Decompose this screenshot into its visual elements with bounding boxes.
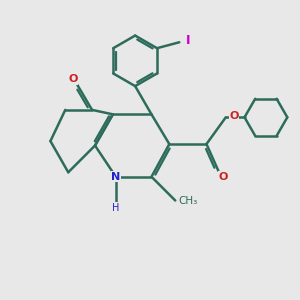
Text: N: N — [111, 172, 120, 182]
Text: O: O — [230, 111, 239, 121]
Text: I: I — [186, 34, 190, 47]
Text: O: O — [218, 172, 227, 182]
Text: CH₃: CH₃ — [178, 196, 197, 206]
Text: O: O — [68, 74, 77, 84]
Text: H: H — [112, 203, 119, 213]
